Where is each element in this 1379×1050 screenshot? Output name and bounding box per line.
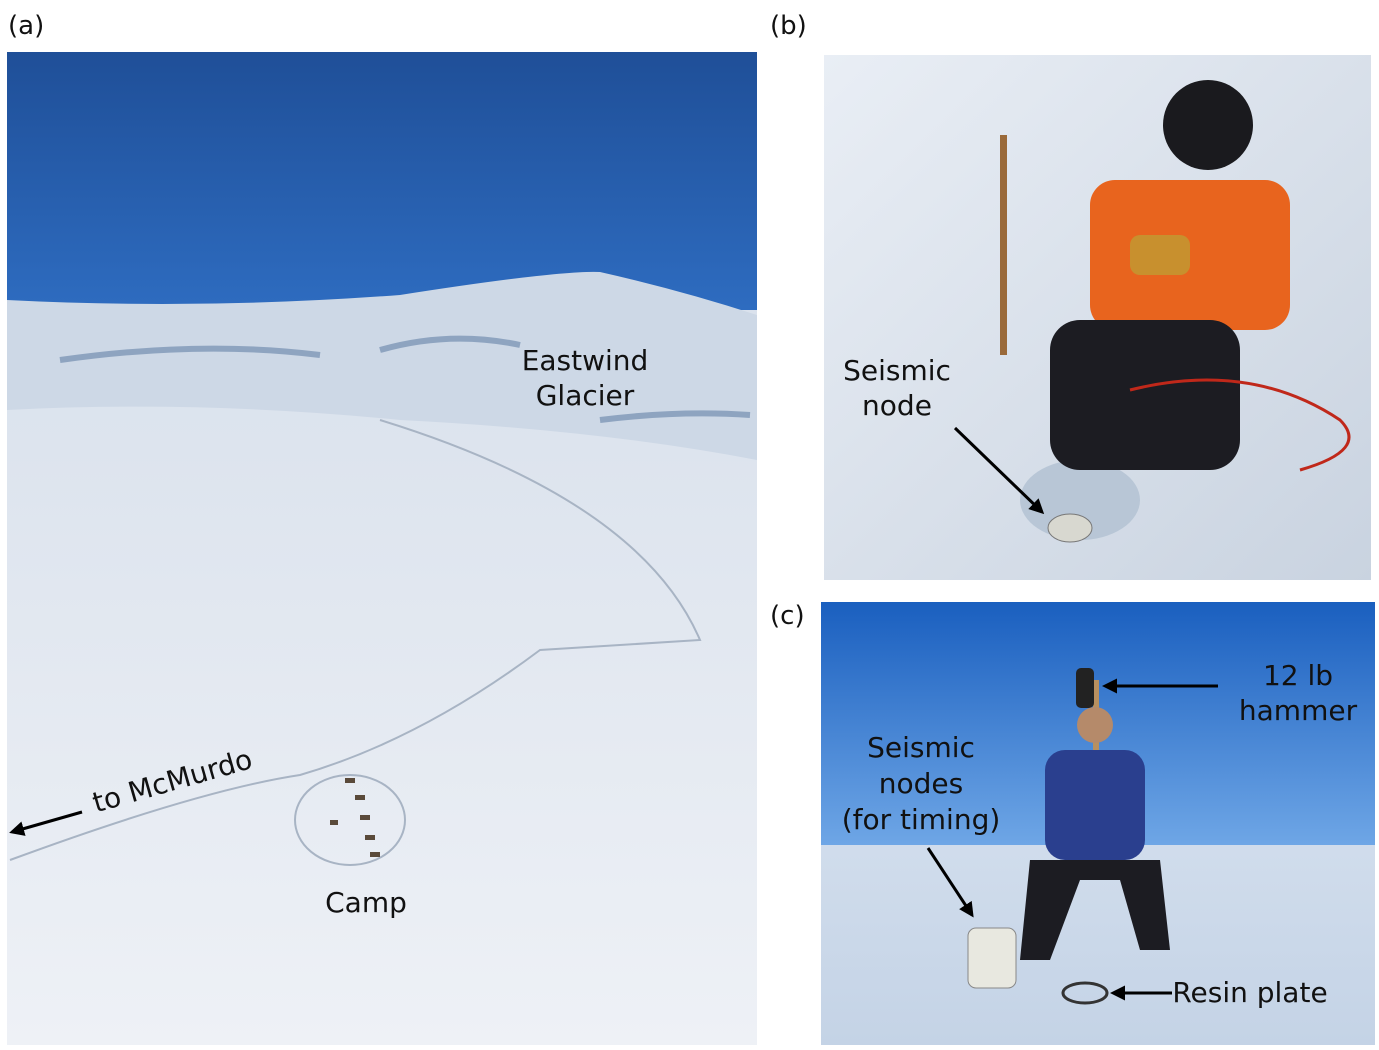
annotation: Seismic (867, 731, 975, 764)
crevasses (59, 335, 751, 423)
head (1077, 707, 1113, 743)
hammer-handle (1093, 680, 1099, 810)
hole (1020, 460, 1140, 540)
glacier (7, 271, 757, 460)
panel-label: (c) (770, 601, 805, 631)
nodes (967, 927, 1017, 989)
annotation: Camp (325, 886, 407, 919)
cable (1129, 378, 1351, 472)
pants (1050, 320, 1240, 470)
sky (7, 52, 757, 310)
panel-label: (a) (8, 11, 44, 41)
person (1045, 750, 1145, 860)
annotation: node (862, 389, 932, 422)
arrow (9, 810, 83, 836)
node (1047, 513, 1093, 543)
helmet (1163, 80, 1253, 170)
hammer-head (1076, 668, 1094, 708)
annotation: (for timing) (842, 803, 1001, 836)
panel-a: (a) Eastwind Glacier to McMurdo Camp (7, 11, 757, 1045)
gloves (1130, 235, 1190, 275)
annotation: Seismic (843, 354, 951, 387)
tents (330, 778, 380, 857)
annotation: 12 lb (1263, 659, 1333, 692)
annotation: nodes (879, 767, 963, 800)
legs (1020, 860, 1170, 960)
annotation: Resin plate (1172, 976, 1327, 1009)
camp-tracks (294, 774, 406, 866)
panel-b: (b) Seismic node (770, 11, 1371, 580)
shovel (1000, 135, 1007, 355)
annotation: Glacier (536, 379, 635, 412)
arrow (953, 426, 1045, 515)
plate (1061, 981, 1109, 1005)
panel-c: (c) 12 lb hammer Seismic nodes (for timi… (770, 601, 1375, 1045)
panel-label: (b) (770, 11, 807, 41)
tracks (9, 419, 702, 861)
annotation: hammer (1239, 694, 1358, 727)
annotation: Eastwind (522, 344, 649, 377)
arrow (926, 847, 974, 918)
